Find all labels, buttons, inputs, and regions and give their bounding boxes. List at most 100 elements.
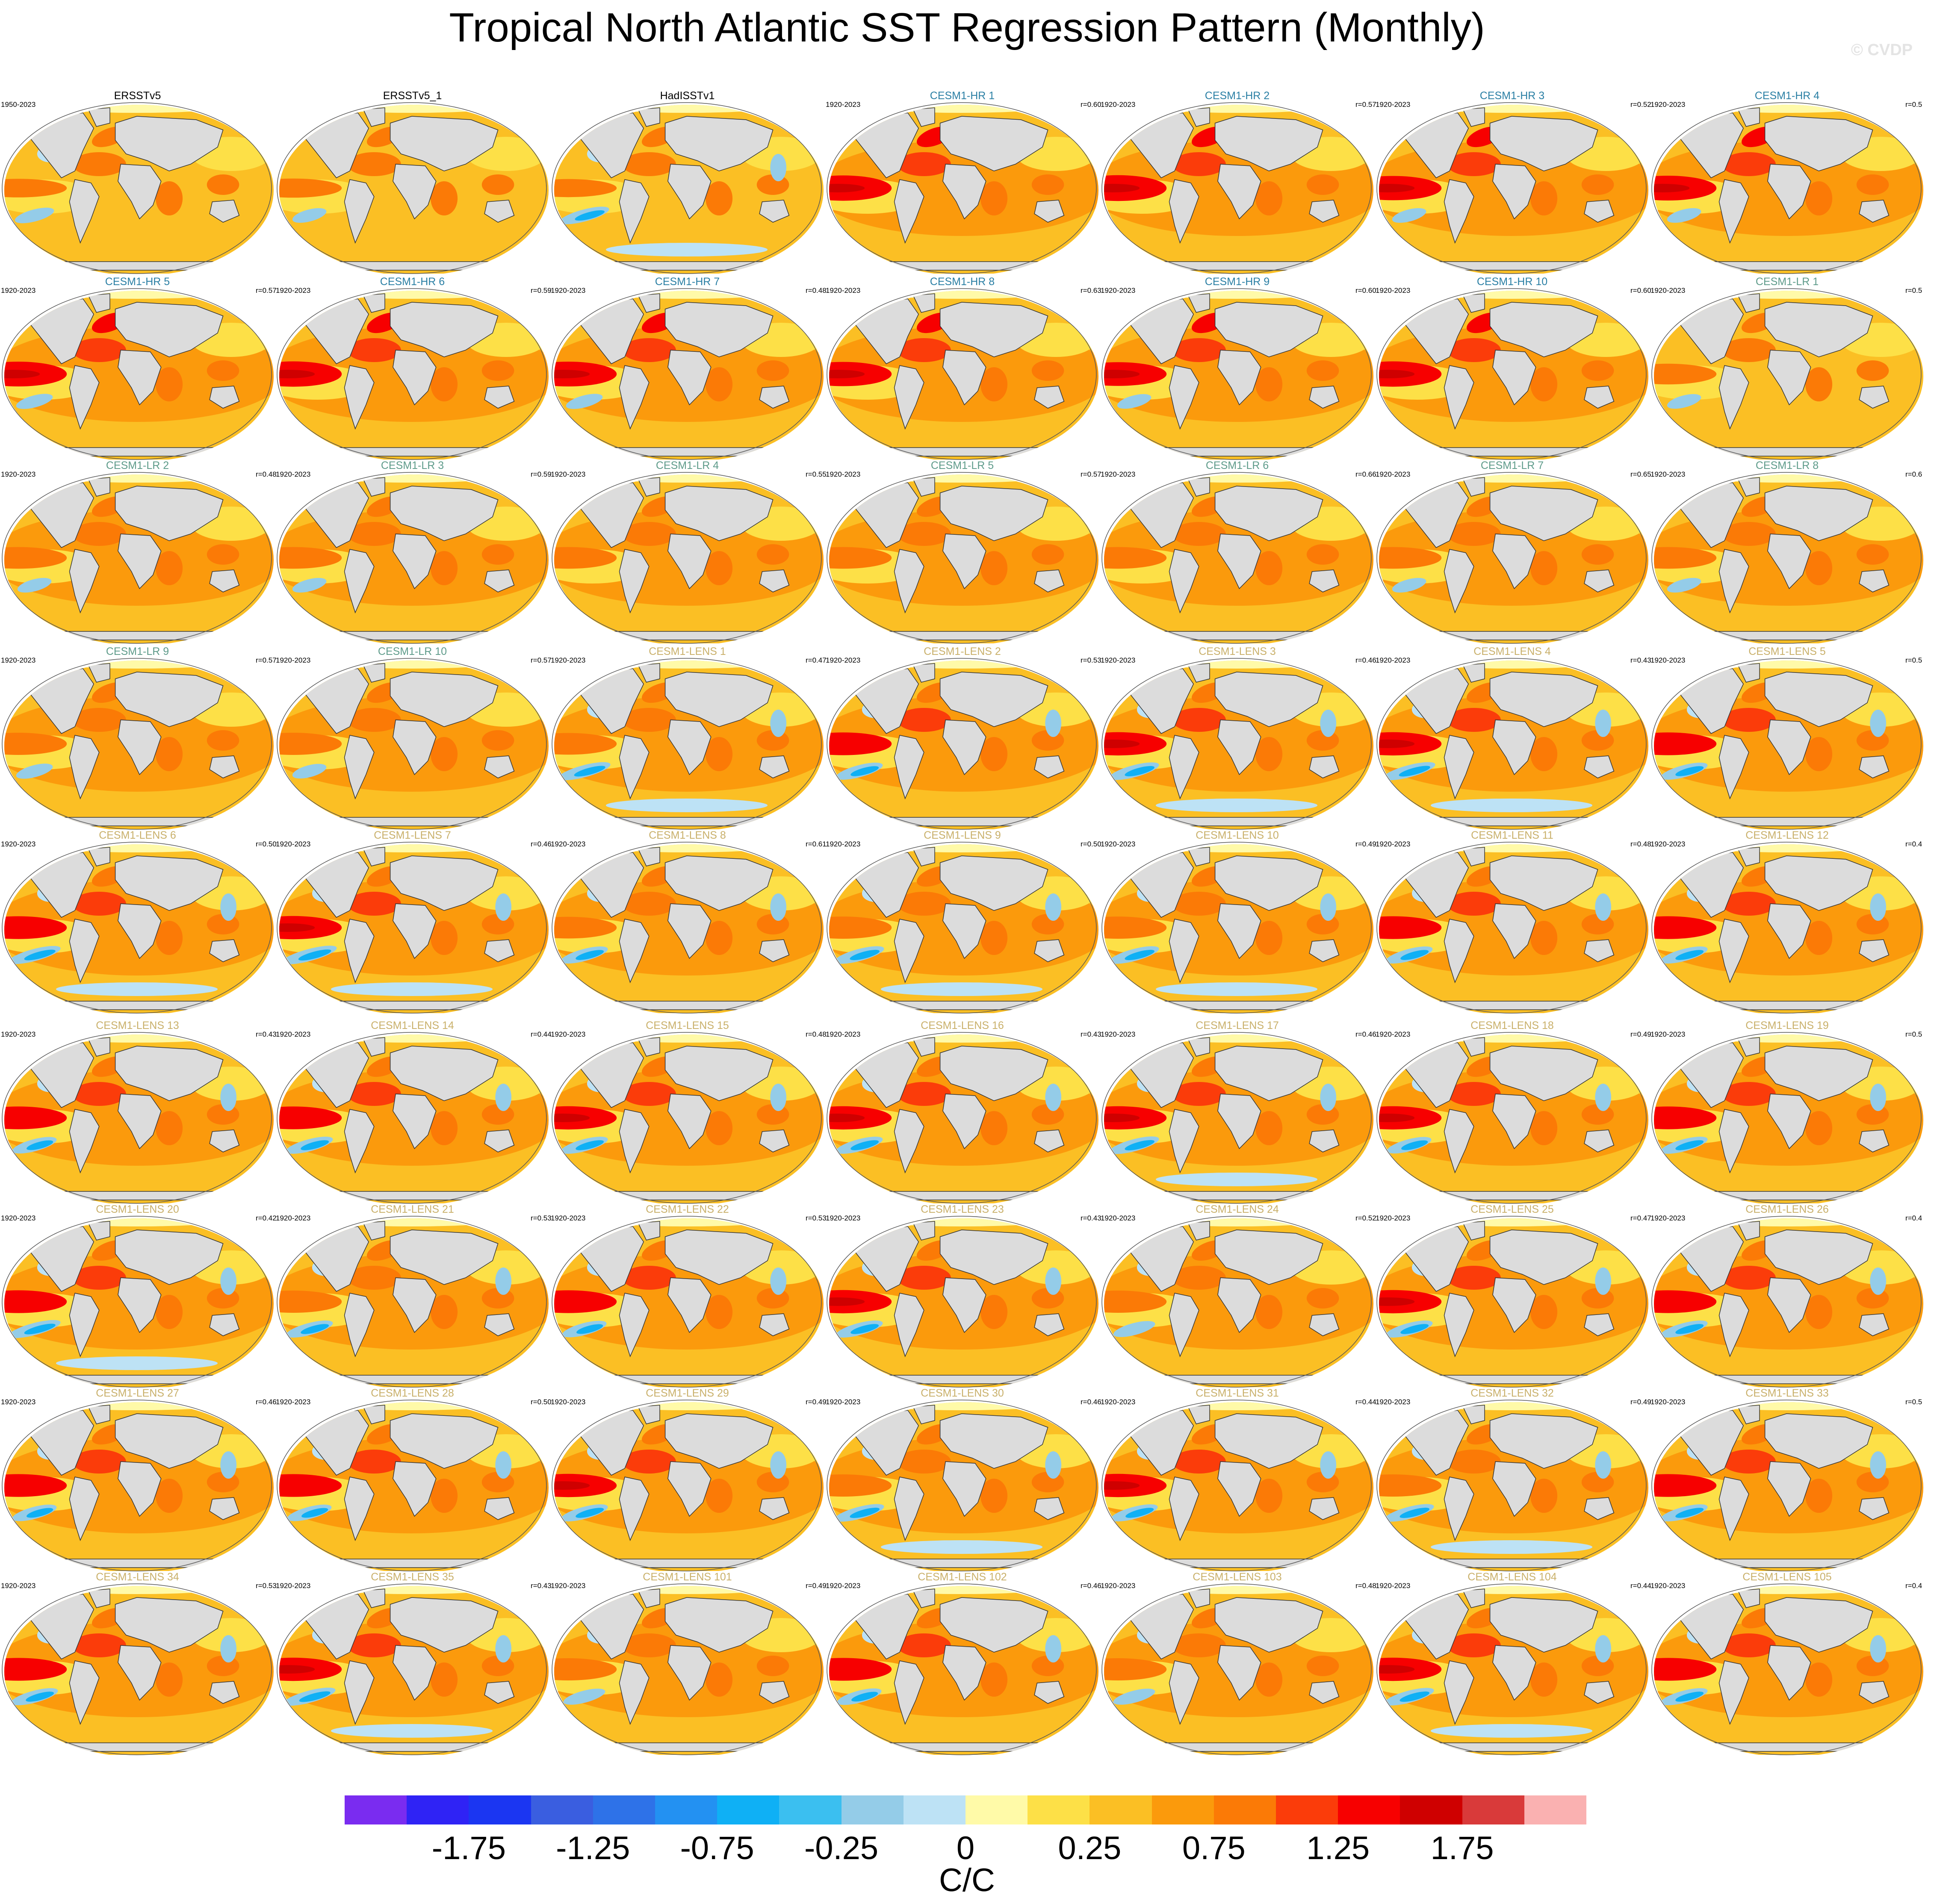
figure-title: Tropical North Atlantic SST Regression P… — [449, 5, 1485, 50]
panel-correlation: r=0.44 — [531, 1030, 552, 1038]
regression-map — [277, 288, 549, 460]
panel-title: CESM1-LENS 22 — [646, 1203, 729, 1215]
panel-title: CESM1-LENS 19 — [1745, 1020, 1829, 1032]
panel-correlation: r=0.5 — [1905, 100, 1922, 109]
panel-correlation: r=0.63 — [1081, 286, 1101, 295]
regression-map — [2, 1032, 274, 1204]
panel-title: HadISSTv1 — [660, 90, 715, 102]
map-panel: CESM1-LR 5 1920-2023 r=0.57 — [825, 457, 1101, 644]
panel-correlation: r=0.60 — [1355, 286, 1376, 295]
panel-title: ERSSTv5_1 — [383, 90, 442, 102]
panel-period: 1920-2023 — [1101, 286, 1136, 295]
panel-period: 1920-2023 — [826, 656, 861, 664]
panel-period: 1920-2023 — [551, 1398, 586, 1406]
panel-correlation: r=0.49 — [1355, 840, 1376, 848]
map-panel: CESM1-HR 6 1920-2023 r=0.59 — [275, 274, 552, 460]
panel-correlation: r=0.66 — [1355, 470, 1376, 478]
regression-map — [2, 102, 274, 274]
map-panel: CESM1-LENS 27 1920-2023 r=0.46 — [0, 1385, 277, 1571]
regression-map — [552, 1400, 824, 1571]
regression-map — [1651, 1400, 1923, 1571]
panel-correlation: r=0.53 — [1081, 656, 1101, 664]
panel-title: CESM1-LR 5 — [930, 460, 994, 472]
panel-correlation: r=0.57 — [1081, 470, 1101, 478]
panel-title: CESM1-LENS 20 — [96, 1203, 179, 1215]
panel-correlation: r=0.43 — [256, 1030, 277, 1038]
map-panel: CESM1-LENS 7 1920-2023 r=0.46 — [275, 827, 552, 1014]
regression-map — [1101, 288, 1373, 460]
map-panel: CESM1-LR 6 1920-2023 r=0.66 — [1100, 457, 1376, 644]
panel-title: ERSSTv5 — [114, 90, 161, 102]
panel-period: 1920-2023 — [1, 1214, 36, 1222]
panel-correlation: r=0.52 — [1355, 1214, 1376, 1222]
panel-title: CESM1-LENS 34 — [96, 1571, 179, 1583]
colorbar-tick-label: -1.75 — [431, 1830, 506, 1866]
map-panel: CESM1-LENS 12 1920-2023 r=0.4 — [1650, 827, 1925, 1014]
map-panel: CESM1-LENS 19 1920-2023 r=0.5 — [1650, 1017, 1925, 1204]
regression-map — [1101, 1400, 1373, 1571]
colorbar — [345, 1795, 1587, 1824]
map-panel: CESM1-HR 9 1920-2023 r=0.60 — [1100, 274, 1376, 460]
regression-map — [1651, 658, 1923, 830]
map-panel: CESM1-LENS 34 1920-2023 r=0.53 — [0, 1569, 277, 1755]
panel-period: 1920-2023 — [826, 100, 861, 109]
panel-period: 1920-2023 — [1101, 656, 1136, 664]
panel-correlation: r=0.48 — [806, 286, 827, 295]
map-panel: CESM1-LENS 6 1920-2023 r=0.50 — [0, 827, 277, 1014]
panel-correlation: r=0.49 — [1630, 1030, 1651, 1038]
map-panel: CESM1-LENS 26 1920-2023 r=0.4 — [1650, 1201, 1925, 1388]
panel-title: CESM1-LENS 24 — [1196, 1203, 1279, 1215]
map-panel: HadISSTv1 — [550, 88, 825, 274]
map-panel: CESM1-HR 5 1920-2023 r=0.57 — [0, 274, 277, 460]
panel-period: 1920-2023 — [551, 286, 586, 295]
panel-title: CESM1-LENS 1 — [649, 645, 726, 657]
panel-correlation: r=0.43 — [1630, 656, 1651, 664]
map-panel: CESM1-HR 1 1920-2023 r=0.60 — [825, 88, 1101, 274]
panel-title: CESM1-LENS 2 — [924, 645, 1001, 657]
colorbar-ticks: -1.75 -1.25 -0.75 -0.25 0 0.25 0.75 1.25 1.75 — [0, 1830, 1934, 1868]
panel-title: CESM1-LR 3 — [381, 460, 444, 472]
panel-correlation: r=0.53 — [806, 1214, 827, 1222]
map-panel: CESM1-HR 2 1920-2023 r=0.57 — [1100, 88, 1376, 274]
panel-title: CESM1-LR 7 — [1480, 460, 1544, 472]
panel-correlation: r=0.4 — [1905, 1582, 1922, 1590]
panel-correlation: r=0.6 — [1905, 470, 1922, 478]
regression-map — [827, 842, 1098, 1014]
regression-map — [552, 1032, 824, 1204]
map-panel: CESM1-LENS 23 1920-2023 r=0.43 — [825, 1201, 1101, 1388]
map-panel: ERSSTv5 1950-2023 — [0, 88, 275, 274]
panel-title: CESM1-LENS 5 — [1748, 645, 1826, 657]
panel-correlation: r=0.61 — [806, 840, 827, 848]
panel-period: 1920-2023 — [276, 656, 311, 664]
panel-period: 1920-2023 — [1376, 1582, 1411, 1590]
colorbar-swatch — [1462, 1795, 1525, 1824]
regression-map — [2, 1400, 274, 1571]
regression-map — [552, 1216, 824, 1388]
map-panel: CESM1-LENS 22 1920-2023 r=0.53 — [550, 1201, 827, 1388]
panel-correlation: r=0.59 — [531, 470, 552, 478]
regression-map — [1376, 472, 1648, 644]
panel-correlation: r=0.52 — [1630, 100, 1651, 109]
panel-period: 1920-2023 — [1101, 840, 1136, 848]
map-panel: CESM1-LENS 102 1920-2023 r=0.46 — [825, 1569, 1101, 1755]
panel-title: CESM1-LR 2 — [106, 460, 169, 472]
panel-title: CESM1-LENS 32 — [1470, 1387, 1554, 1399]
colorbar-swatch — [1338, 1795, 1400, 1824]
panel-title: CESM1-LENS 35 — [371, 1571, 454, 1583]
regression-map — [1376, 1032, 1648, 1204]
regression-map — [1651, 102, 1923, 274]
regression-map — [552, 842, 824, 1014]
regression-map — [1651, 1216, 1923, 1388]
map-panel: CESM1-LENS 2 1920-2023 r=0.53 — [825, 643, 1101, 830]
colorbar-swatch — [717, 1795, 780, 1824]
map-panel: CESM1-HR 3 1920-2023 r=0.52 — [1375, 88, 1651, 274]
panel-correlation: r=0.65 — [1630, 470, 1651, 478]
map-panel: CESM1-LENS 25 1920-2023 r=0.47 — [1375, 1201, 1651, 1388]
panel-title: CESM1-HR 2 — [1205, 90, 1270, 102]
panel-period: 1920-2023 — [1651, 1398, 1686, 1406]
colorbar-tick-label: -0.25 — [804, 1830, 879, 1866]
map-panel: CESM1-LR 8 1920-2023 r=0.6 — [1650, 457, 1925, 644]
panel-period: 1920-2023 — [551, 656, 586, 664]
panel-title: CESM1-LENS 12 — [1745, 829, 1829, 841]
regression-map — [552, 472, 824, 644]
